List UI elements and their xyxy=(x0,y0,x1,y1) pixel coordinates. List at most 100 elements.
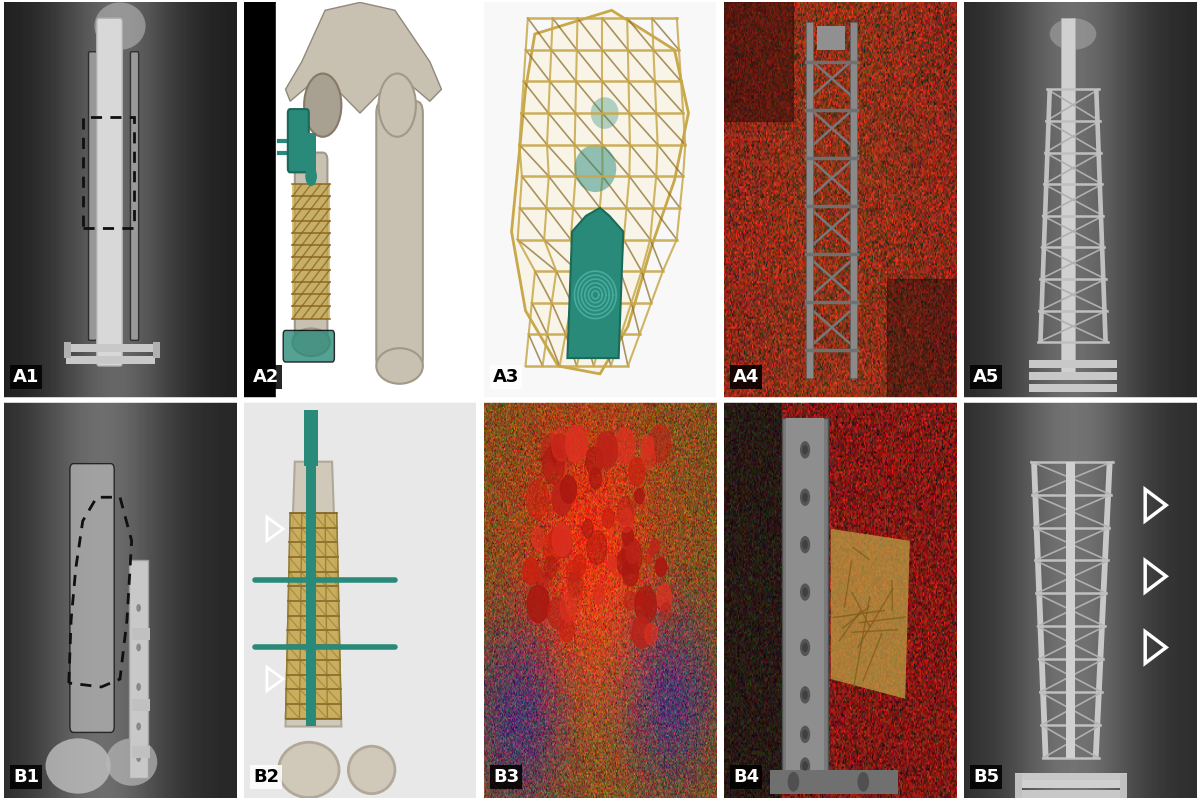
Circle shape xyxy=(622,538,642,574)
Circle shape xyxy=(137,754,140,762)
Circle shape xyxy=(635,586,656,623)
Circle shape xyxy=(803,493,808,502)
Circle shape xyxy=(800,583,810,601)
Circle shape xyxy=(623,559,638,586)
Circle shape xyxy=(787,772,799,792)
Polygon shape xyxy=(1094,90,1108,342)
Text: A5: A5 xyxy=(973,368,1000,386)
Bar xyxy=(132,628,150,639)
Bar xyxy=(806,22,814,378)
Circle shape xyxy=(137,643,140,651)
Circle shape xyxy=(523,558,539,585)
Text: A4: A4 xyxy=(733,368,760,386)
FancyBboxPatch shape xyxy=(288,109,308,172)
Circle shape xyxy=(619,509,634,532)
FancyBboxPatch shape xyxy=(131,52,139,340)
Circle shape xyxy=(656,585,672,610)
Circle shape xyxy=(568,572,583,598)
Bar xyxy=(244,2,276,398)
Bar xyxy=(724,2,793,121)
Circle shape xyxy=(858,772,869,792)
Circle shape xyxy=(800,536,810,554)
Ellipse shape xyxy=(95,2,145,50)
Circle shape xyxy=(532,528,545,549)
Circle shape xyxy=(572,554,586,576)
Ellipse shape xyxy=(348,746,395,794)
Bar xyxy=(130,561,148,778)
Circle shape xyxy=(631,616,650,648)
FancyBboxPatch shape xyxy=(70,464,114,732)
Text: A3: A3 xyxy=(493,368,520,386)
Ellipse shape xyxy=(106,738,157,786)
Circle shape xyxy=(551,434,569,466)
Circle shape xyxy=(552,523,571,556)
Circle shape xyxy=(565,426,587,462)
Bar xyxy=(276,2,476,398)
Circle shape xyxy=(803,587,808,597)
Text: B1: B1 xyxy=(13,768,40,786)
Polygon shape xyxy=(568,208,623,358)
Circle shape xyxy=(642,595,653,614)
Circle shape xyxy=(594,585,605,604)
Bar xyxy=(132,746,150,758)
Bar xyxy=(132,699,150,710)
Text: B4: B4 xyxy=(733,768,760,786)
Circle shape xyxy=(544,533,562,563)
Circle shape xyxy=(641,436,654,457)
Circle shape xyxy=(560,594,576,622)
Circle shape xyxy=(582,519,593,538)
Bar xyxy=(1028,384,1117,392)
Circle shape xyxy=(587,530,607,565)
Bar xyxy=(83,117,134,228)
Circle shape xyxy=(545,556,557,578)
FancyBboxPatch shape xyxy=(295,153,328,346)
Polygon shape xyxy=(830,529,910,699)
Circle shape xyxy=(560,475,577,503)
Circle shape xyxy=(629,458,644,486)
Circle shape xyxy=(803,642,808,652)
Circle shape xyxy=(589,468,601,489)
Circle shape xyxy=(137,722,140,730)
Circle shape xyxy=(556,530,571,558)
Polygon shape xyxy=(1038,90,1052,342)
Circle shape xyxy=(137,683,140,691)
Circle shape xyxy=(800,726,810,743)
Circle shape xyxy=(803,445,808,454)
Bar xyxy=(66,344,155,352)
FancyBboxPatch shape xyxy=(89,52,97,340)
Circle shape xyxy=(542,600,550,613)
Bar xyxy=(293,184,330,318)
Circle shape xyxy=(803,690,808,699)
Circle shape xyxy=(541,434,562,468)
Circle shape xyxy=(800,638,810,656)
Circle shape xyxy=(626,542,638,564)
Ellipse shape xyxy=(590,98,619,129)
Circle shape xyxy=(635,594,642,606)
Circle shape xyxy=(646,550,654,564)
Circle shape xyxy=(614,428,635,463)
Circle shape xyxy=(803,540,808,550)
Bar xyxy=(1028,360,1117,368)
Bar xyxy=(306,133,316,180)
Bar xyxy=(66,356,155,364)
Bar xyxy=(887,279,956,398)
Polygon shape xyxy=(286,513,341,718)
Circle shape xyxy=(598,436,614,464)
FancyBboxPatch shape xyxy=(283,330,335,362)
Polygon shape xyxy=(286,462,341,726)
Circle shape xyxy=(648,425,671,462)
Bar xyxy=(1028,372,1117,380)
Bar xyxy=(782,418,828,790)
Ellipse shape xyxy=(278,742,340,798)
Circle shape xyxy=(602,508,614,528)
Circle shape xyxy=(624,591,636,610)
Circle shape xyxy=(617,550,632,575)
Circle shape xyxy=(527,586,550,622)
Polygon shape xyxy=(286,2,442,113)
Circle shape xyxy=(379,74,416,137)
Text: B3: B3 xyxy=(493,768,520,786)
Text: B5: B5 xyxy=(973,768,1000,786)
Polygon shape xyxy=(1093,462,1112,758)
Bar xyxy=(304,410,318,466)
Bar xyxy=(152,342,160,358)
